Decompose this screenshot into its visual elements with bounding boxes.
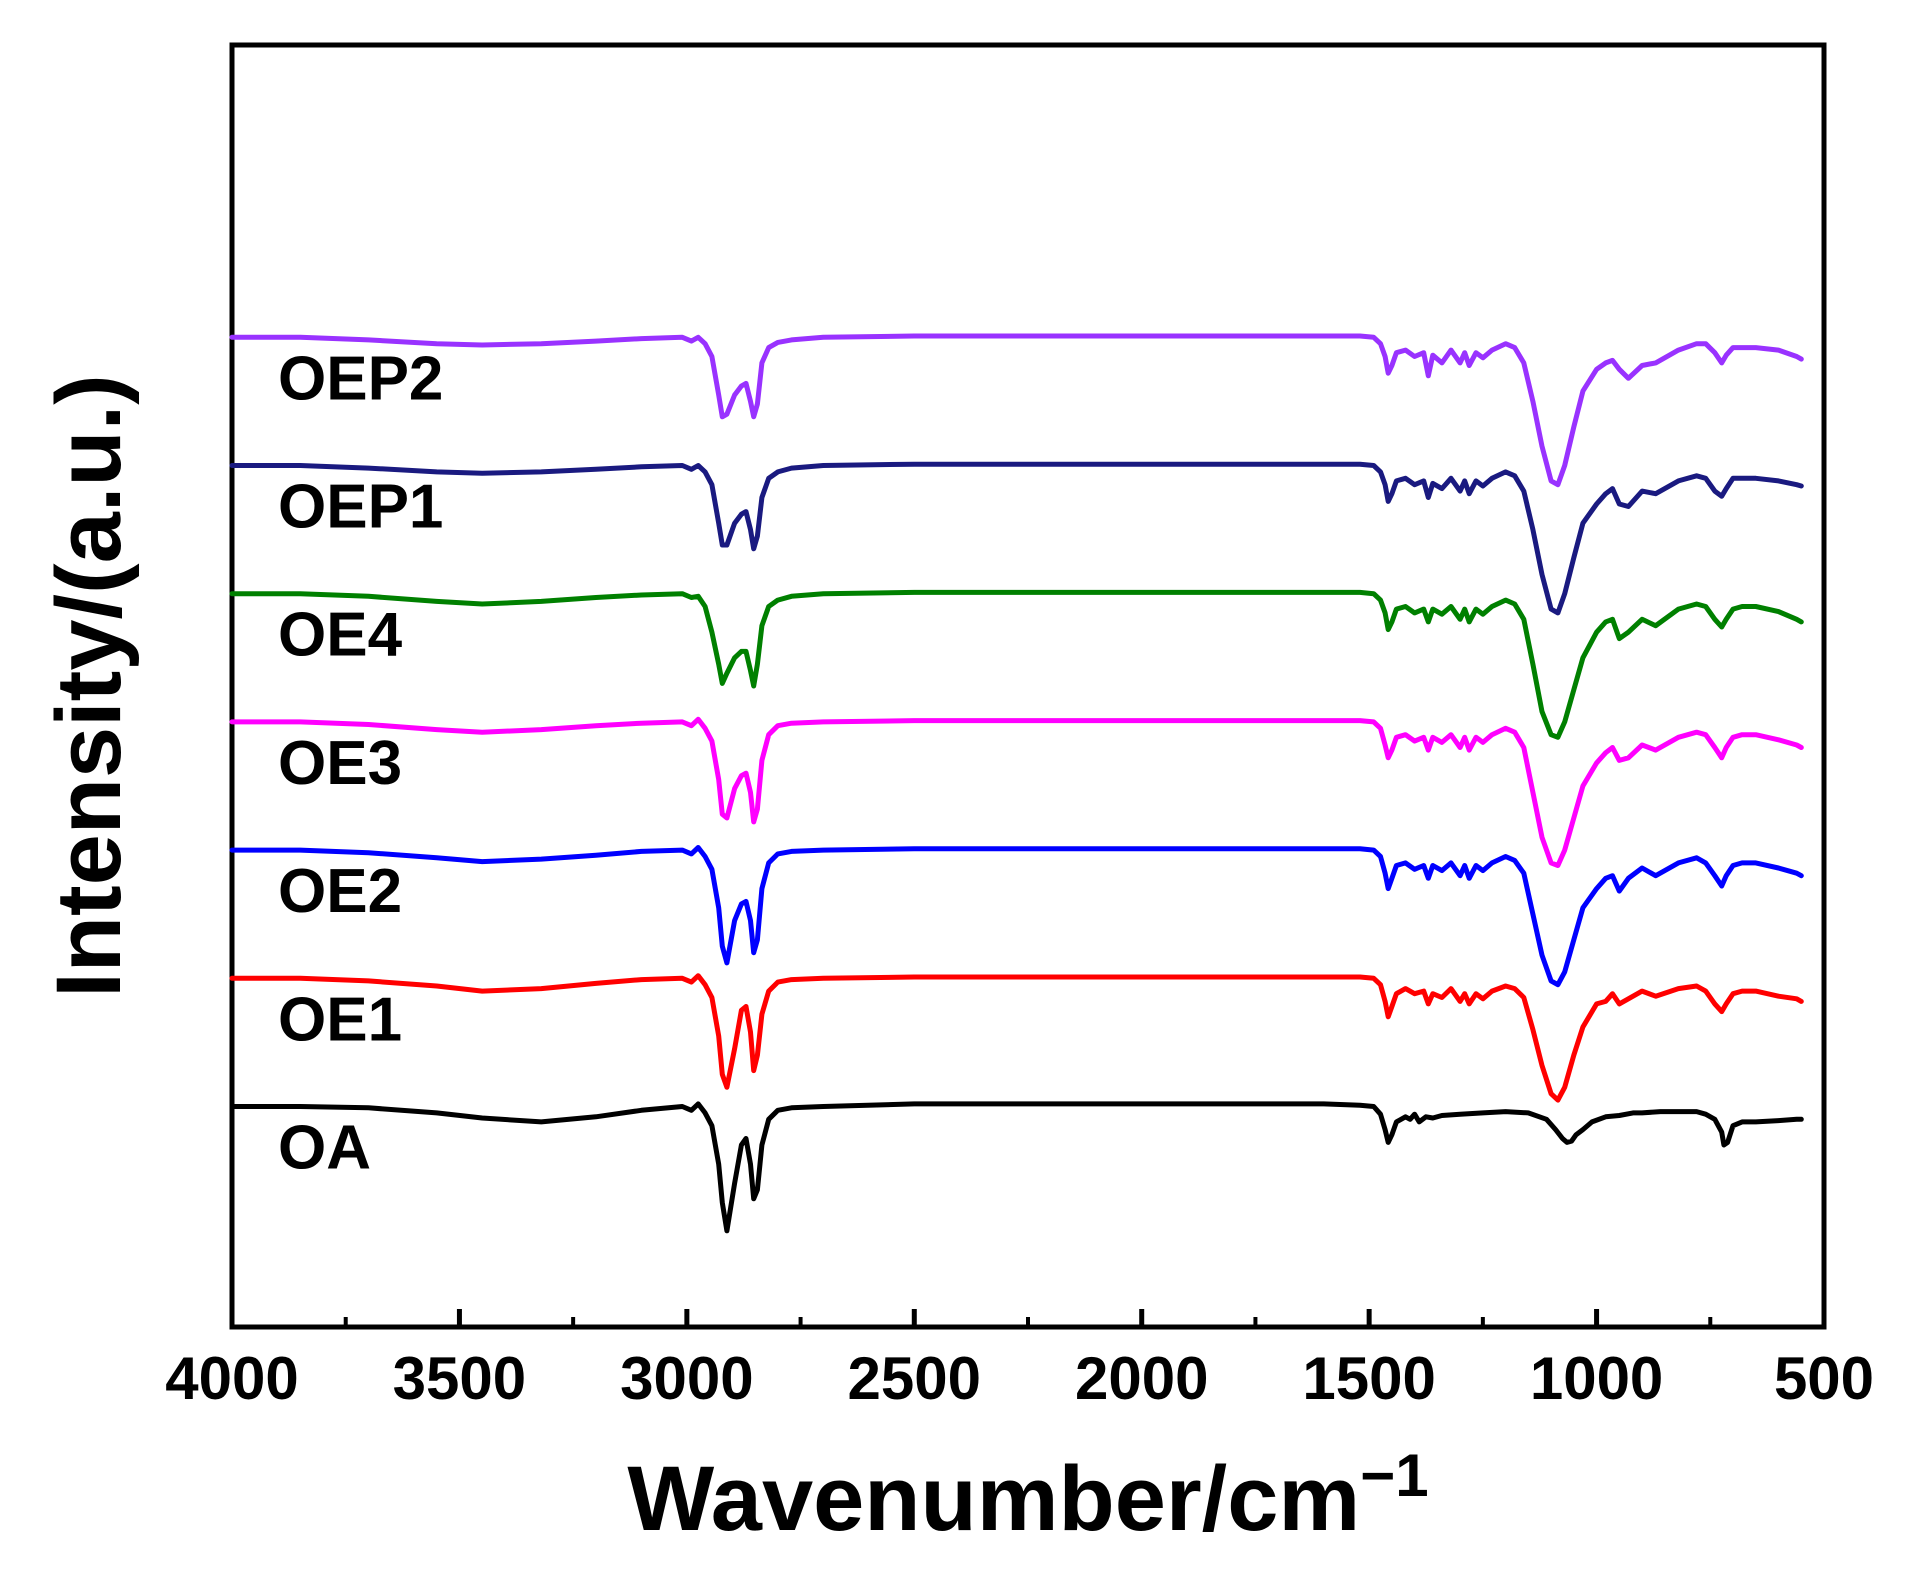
x-tick-label: 2000 <box>1075 1345 1208 1412</box>
x-tick-label: 3500 <box>393 1345 526 1412</box>
x-tick-label: 3000 <box>620 1345 753 1412</box>
plot-frame <box>229 42 1827 1330</box>
series-label-oe3: OE3 <box>278 729 402 798</box>
x-axis-title-superscript: −1 <box>1360 1442 1428 1509</box>
x-tick-label: 500 <box>1774 1345 1874 1412</box>
series-line-oa <box>229 1101 1804 1234</box>
series-label-oep1: OEP1 <box>278 473 443 542</box>
series-line-oe1 <box>229 973 1804 1103</box>
series-line-oep1 <box>229 461 1804 616</box>
series-label-oe4: OE4 <box>278 601 403 670</box>
x-tick-layer: 4000 3500 3000 2500 2000 1500 1000 500 <box>165 1309 1874 1412</box>
series-label-layer: OA OE1 OE2 OE3 OE4 OEP1 OEP2 <box>278 344 443 1182</box>
x-tick-label: 1500 <box>1302 1345 1435 1412</box>
x-tick-label: 4000 <box>165 1345 298 1412</box>
y-axis-title: Intensity/(a.u.) <box>38 374 140 998</box>
series-label-oep2: OEP2 <box>278 344 443 413</box>
series-line-oep2 <box>229 333 1804 488</box>
series-label-oe1: OE1 <box>278 985 402 1054</box>
x-axis-title: Wavenumber/cm−1 <box>627 1442 1428 1550</box>
series-label-oa: OA <box>278 1114 371 1183</box>
series-line-oe4 <box>229 589 1804 740</box>
series-label-oe2: OE2 <box>278 857 402 926</box>
x-axis-title-text: Wavenumber/cm <box>627 1448 1360 1550</box>
x-tick-label: 1000 <box>1530 1345 1663 1412</box>
series-line-oe2 <box>229 845 1804 988</box>
x-tick-label: 2500 <box>848 1345 981 1412</box>
series-line-oe3 <box>229 716 1804 868</box>
series-layer <box>229 333 1804 1234</box>
